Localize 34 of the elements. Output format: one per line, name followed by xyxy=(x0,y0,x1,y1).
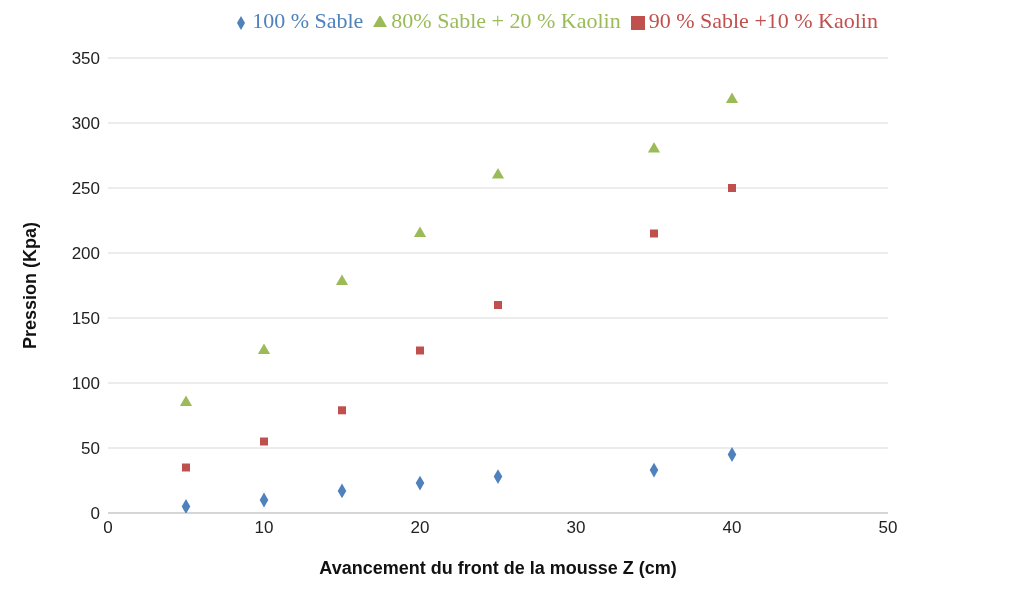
point xyxy=(413,226,427,238)
y-tick-label: 300 xyxy=(71,114,100,134)
y-tick-label: 150 xyxy=(71,309,100,329)
point xyxy=(260,437,268,446)
x-tick-label: 50 xyxy=(878,518,898,538)
x-tick-label: 30 xyxy=(566,518,586,538)
point xyxy=(182,463,190,472)
point xyxy=(181,499,191,513)
y-tick-label: 200 xyxy=(71,244,100,264)
legend-label: 100 % Sable xyxy=(252,8,364,33)
point xyxy=(179,395,193,407)
legend-label: 90 % Sable +10 % Kaolin xyxy=(648,8,878,33)
point xyxy=(725,92,739,104)
point xyxy=(491,167,505,179)
y-axis-title: Pression (Kpa) xyxy=(20,221,41,350)
point xyxy=(416,346,424,355)
point xyxy=(257,343,271,355)
x-tick-label: 0 xyxy=(103,518,113,538)
point xyxy=(338,406,346,415)
y-tick-label: 50 xyxy=(81,439,100,459)
point xyxy=(728,184,736,192)
x-tick-label: 40 xyxy=(722,518,742,538)
x-tick-label: 20 xyxy=(410,518,430,538)
x-axis-title: Avancement du front de la mousse Z (cm) xyxy=(319,557,677,578)
point xyxy=(335,274,349,286)
point xyxy=(647,141,661,153)
y-tick-label: 100 xyxy=(71,374,100,394)
y-tick-label: 350 xyxy=(71,49,100,69)
y-tick-label: 0 xyxy=(90,504,100,524)
y-tick-label: 250 xyxy=(71,179,100,199)
x-tick-label: 10 xyxy=(254,518,274,538)
legend-label: 80% Sable + 20 % Kaolin xyxy=(391,8,621,33)
point xyxy=(494,301,502,309)
point xyxy=(650,229,658,238)
